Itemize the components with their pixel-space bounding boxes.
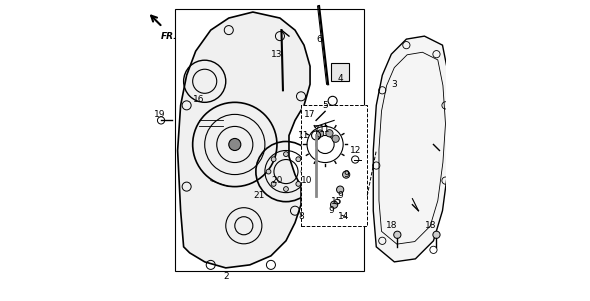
Text: 12: 12 — [349, 146, 361, 155]
Circle shape — [394, 231, 401, 238]
FancyBboxPatch shape — [331, 63, 349, 81]
Circle shape — [266, 169, 271, 174]
Text: 10: 10 — [301, 176, 313, 185]
Text: FR.: FR. — [161, 32, 178, 41]
Circle shape — [336, 186, 344, 193]
Text: 13: 13 — [271, 50, 283, 59]
Text: 3: 3 — [391, 80, 397, 89]
Circle shape — [271, 157, 276, 162]
Text: 11: 11 — [319, 125, 331, 134]
Text: 9: 9 — [328, 206, 334, 215]
Circle shape — [296, 157, 301, 162]
Text: 21: 21 — [253, 191, 264, 200]
Text: 11: 11 — [299, 131, 310, 140]
Circle shape — [433, 231, 440, 238]
Text: 9: 9 — [337, 191, 343, 200]
Polygon shape — [373, 36, 451, 262]
Circle shape — [229, 138, 241, 150]
Polygon shape — [178, 12, 310, 268]
Text: 16: 16 — [193, 95, 204, 104]
FancyBboxPatch shape — [175, 9, 364, 271]
Text: 18: 18 — [425, 221, 436, 230]
Circle shape — [316, 130, 324, 137]
Circle shape — [332, 135, 339, 142]
Text: 7: 7 — [313, 125, 319, 134]
Circle shape — [271, 182, 276, 186]
Text: 19: 19 — [154, 110, 165, 119]
Text: 9: 9 — [343, 170, 349, 179]
Circle shape — [296, 182, 301, 186]
FancyBboxPatch shape — [301, 105, 367, 226]
Circle shape — [301, 169, 306, 174]
Text: 17: 17 — [304, 110, 316, 119]
Text: 18: 18 — [386, 221, 397, 230]
Text: 5: 5 — [322, 101, 328, 110]
Text: 20: 20 — [271, 176, 283, 185]
Text: 14: 14 — [337, 212, 349, 221]
Circle shape — [343, 171, 350, 178]
Text: 8: 8 — [298, 212, 304, 221]
Circle shape — [284, 152, 289, 157]
Circle shape — [326, 130, 333, 137]
Text: 6: 6 — [316, 35, 322, 44]
Text: 15: 15 — [332, 197, 343, 206]
Text: 2: 2 — [223, 272, 228, 281]
Circle shape — [284, 187, 289, 191]
Text: 4: 4 — [337, 74, 343, 83]
Circle shape — [330, 201, 337, 208]
